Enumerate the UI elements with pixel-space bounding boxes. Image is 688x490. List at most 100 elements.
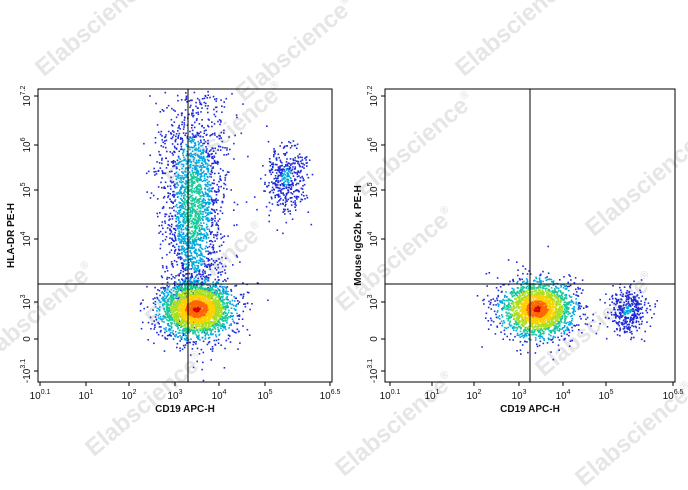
event-dot	[214, 160, 216, 163]
event-dot	[217, 288, 220, 291]
event-dot	[205, 303, 207, 306]
event-dot	[191, 292, 194, 294]
event-dot	[185, 312, 187, 314]
event-dot	[212, 312, 214, 314]
event-dot	[303, 167, 305, 169]
event-dot	[207, 139, 209, 142]
event-dot	[219, 285, 221, 288]
event-dot	[190, 177, 193, 180]
event-dot	[276, 163, 278, 166]
event-dot	[197, 233, 199, 236]
event-dot	[179, 309, 181, 311]
event-dot	[301, 159, 304, 161]
event-dot	[201, 274, 203, 276]
event-dot	[181, 298, 183, 301]
event-dot	[219, 123, 221, 126]
event-dot	[168, 313, 171, 316]
event-dot	[189, 164, 191, 167]
event-dot	[196, 335, 199, 338]
event-dot	[186, 232, 188, 235]
event-dot	[215, 321, 217, 323]
event-dot	[201, 325, 204, 328]
event-dot	[210, 252, 212, 254]
event-dot	[198, 353, 201, 355]
event-dot	[223, 106, 226, 108]
event-dot	[185, 95, 188, 98]
event-dot	[214, 305, 216, 308]
event-dot	[162, 298, 164, 300]
event-dot	[181, 314, 184, 316]
event-dot	[295, 147, 298, 150]
event-dot	[172, 290, 175, 292]
event-dot	[236, 203, 239, 206]
event-dot	[281, 172, 283, 174]
event-dot	[285, 161, 288, 163]
event-dot	[279, 180, 282, 182]
event-dot	[182, 148, 184, 151]
event-dot	[198, 319, 200, 321]
event-dot	[171, 301, 173, 303]
event-dot	[177, 252, 179, 255]
event-dot	[218, 189, 220, 192]
event-dot	[159, 230, 162, 233]
event-dot	[167, 104, 170, 107]
event-dot	[262, 165, 264, 167]
event-dot	[193, 277, 196, 280]
event-dot	[210, 212, 213, 214]
event-dot	[294, 166, 297, 168]
event-dot	[213, 113, 216, 116]
event-dot	[242, 282, 244, 284]
event-dot	[283, 166, 286, 168]
event-dot	[211, 315, 213, 318]
event-dot	[302, 185, 304, 187]
event-dot	[196, 181, 199, 183]
event-dot	[179, 202, 182, 204]
event-dot	[159, 154, 162, 156]
event-dot	[193, 171, 196, 174]
event-dot	[179, 314, 181, 317]
event-dot	[177, 327, 179, 330]
event-dot	[189, 236, 191, 239]
event-dot	[182, 263, 184, 265]
event-dot	[185, 209, 188, 211]
event-dot	[277, 153, 280, 156]
event-dot	[210, 322, 212, 324]
event-dot	[166, 299, 169, 301]
event-dot	[225, 320, 227, 322]
event-dot	[278, 200, 280, 202]
event-dot	[292, 159, 295, 162]
event-dot	[164, 315, 166, 318]
event-dot	[179, 241, 181, 244]
event-dot	[185, 266, 188, 268]
event-dot	[182, 152, 184, 155]
event-dot	[166, 107, 168, 109]
event-dot	[217, 263, 219, 266]
event-dot	[292, 182, 294, 185]
event-dot	[273, 151, 276, 153]
event-dot	[188, 198, 191, 200]
event-dot	[193, 295, 196, 297]
event-dot	[272, 162, 274, 164]
event-dot	[217, 342, 220, 344]
event-dot	[219, 175, 221, 177]
event-dot	[188, 313, 191, 316]
event-dot	[165, 201, 168, 204]
event-dot	[288, 184, 291, 186]
event-dot	[236, 116, 238, 119]
event-dot	[218, 299, 221, 302]
event-dot	[204, 333, 207, 336]
event-dot	[207, 188, 209, 191]
event-dot	[187, 167, 190, 169]
event-dot	[209, 134, 211, 137]
event-dot	[280, 165, 282, 167]
event-dot	[218, 289, 221, 291]
event-dot	[212, 284, 215, 287]
event-dot	[223, 367, 226, 369]
event-dot	[210, 258, 213, 260]
event-dot	[192, 217, 195, 220]
event-dot	[209, 268, 211, 271]
event-dot	[203, 331, 206, 334]
event-dot	[205, 223, 208, 226]
event-dot	[197, 190, 199, 192]
event-dot	[181, 175, 183, 177]
